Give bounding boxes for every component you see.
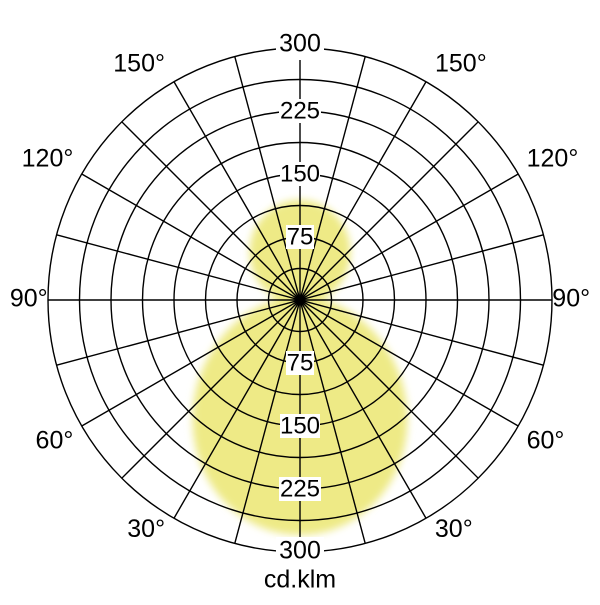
svg-text:150°: 150°	[435, 49, 487, 77]
svg-text:120°: 120°	[22, 145, 74, 173]
svg-text:75: 75	[287, 223, 314, 250]
svg-text:150: 150	[280, 160, 320, 187]
svg-text:60°: 60°	[527, 427, 565, 455]
svg-text:225: 225	[280, 97, 320, 124]
svg-text:30°: 30°	[435, 515, 473, 543]
svg-text:90°: 90°	[10, 285, 48, 313]
svg-text:90°: 90°	[552, 285, 590, 313]
svg-text:300: 300	[279, 30, 321, 58]
svg-text:75: 75	[287, 349, 314, 376]
svg-text:30°: 30°	[127, 515, 165, 543]
svg-text:60°: 60°	[36, 427, 74, 455]
svg-text:150°: 150°	[113, 49, 165, 77]
svg-text:300: 300	[279, 537, 321, 565]
svg-text:cd.klm: cd.klm	[264, 566, 336, 594]
svg-text:120°: 120°	[527, 145, 579, 173]
svg-text:150: 150	[280, 412, 320, 439]
svg-text:225: 225	[280, 475, 320, 502]
